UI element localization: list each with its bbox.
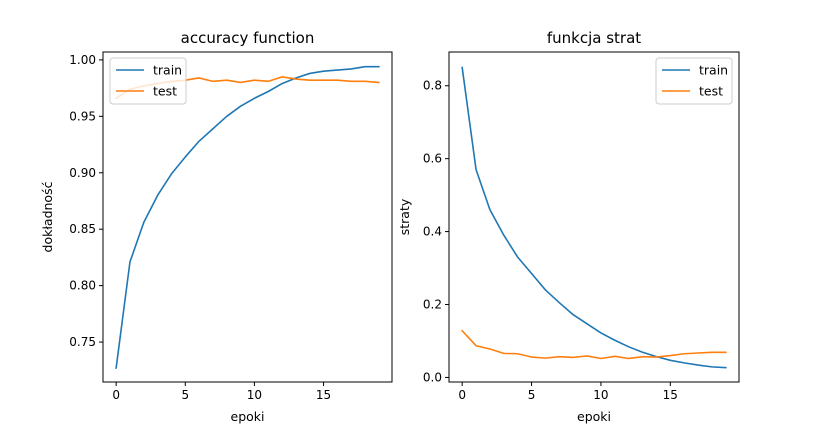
series-line-train bbox=[461, 66, 727, 369]
plot-area bbox=[461, 66, 727, 369]
y-tick-label: 0.95 bbox=[69, 109, 96, 123]
x-axis-ticks: 0 5 10 15 bbox=[458, 382, 678, 402]
chart-title: funkcja strat bbox=[547, 29, 641, 47]
y-tick-label: 0.2 bbox=[423, 298, 442, 312]
x-axis-ticks: 0 5 10 15 bbox=[112, 382, 331, 402]
y-tick-label: 0.8 bbox=[423, 79, 442, 93]
y-axis-ticks: 0.0 0.2 0.4 0.6 0.8 bbox=[423, 79, 449, 384]
legend: train test bbox=[109, 57, 187, 105]
axes-frame bbox=[102, 51, 393, 383]
y-tick-label: 1.00 bbox=[69, 53, 96, 67]
legend-label-test: test bbox=[699, 84, 723, 99]
y-axis-label: dokładność bbox=[40, 181, 55, 252]
y-tick-label: 0.80 bbox=[69, 279, 96, 293]
y-tick-label: 0.0 bbox=[423, 370, 442, 384]
y-tick-label: 0.6 bbox=[423, 152, 442, 166]
x-tick-label: 0 bbox=[112, 388, 120, 402]
legend-label-test: test bbox=[153, 84, 177, 99]
x-tick-label: 10 bbox=[247, 388, 262, 402]
x-axis-label: epoki bbox=[577, 409, 611, 424]
x-tick-label: 5 bbox=[528, 388, 536, 402]
legend: train test bbox=[655, 57, 733, 105]
x-tick-label: 0 bbox=[458, 388, 466, 402]
accuracy-chart: accuracy function 0 5 10 15 0.75 0.80 0.85 0.9… bbox=[40, 29, 393, 424]
y-axis-label: straty bbox=[397, 198, 412, 235]
legend-label-train: train bbox=[699, 63, 728, 78]
y-tick-label: 0.4 bbox=[423, 225, 442, 239]
loss-chart: funkcja strat 0 5 10 15 0.0 0.2 0.4 0.6 0.8 epo… bbox=[397, 29, 740, 424]
x-axis-label: epoki bbox=[231, 409, 265, 424]
chart-title: accuracy function bbox=[181, 29, 315, 47]
x-tick-label: 15 bbox=[663, 388, 678, 402]
y-tick-label: 0.75 bbox=[69, 335, 96, 349]
x-tick-label: 10 bbox=[593, 388, 608, 402]
axes-frame bbox=[448, 51, 740, 383]
x-tick-label: 15 bbox=[316, 388, 331, 402]
y-axis-ticks: 0.75 0.80 0.85 0.90 0.95 1.00 bbox=[69, 53, 103, 349]
y-tick-label: 0.90 bbox=[69, 166, 96, 180]
legend-label-train: train bbox=[153, 63, 182, 78]
y-tick-label: 0.85 bbox=[69, 222, 96, 236]
x-tick-label: 5 bbox=[181, 388, 189, 402]
series-line-train bbox=[115, 65, 380, 369]
series-line-test bbox=[461, 329, 727, 360]
